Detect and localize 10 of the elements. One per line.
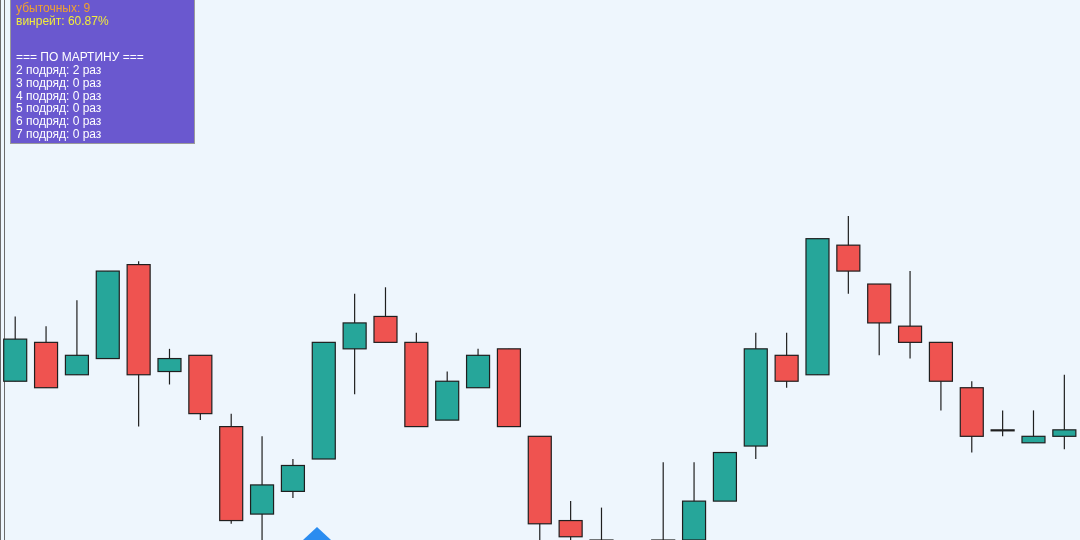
candlestick — [589, 507, 614, 540]
info-card: убыточных: 9 винрейт: 60.87% === ПО МАРТИНУ === 2 подряд: 2 раз 3 подряд: 0 раз 4 подряд: 0 раз 5 подряд: 0 раз 6 подряд: 0 раз 7 подряд: 0 раз — [10, 0, 195, 145]
candlestick — [651, 461, 676, 540]
candlestick — [897, 270, 923, 360]
candlestick — [157, 348, 182, 386]
candlestick — [1052, 374, 1077, 450]
candlestick — [64, 299, 90, 376]
candlestick — [558, 500, 583, 540]
candlestick — [1021, 409, 1046, 444]
candlestick — [990, 409, 1015, 437]
